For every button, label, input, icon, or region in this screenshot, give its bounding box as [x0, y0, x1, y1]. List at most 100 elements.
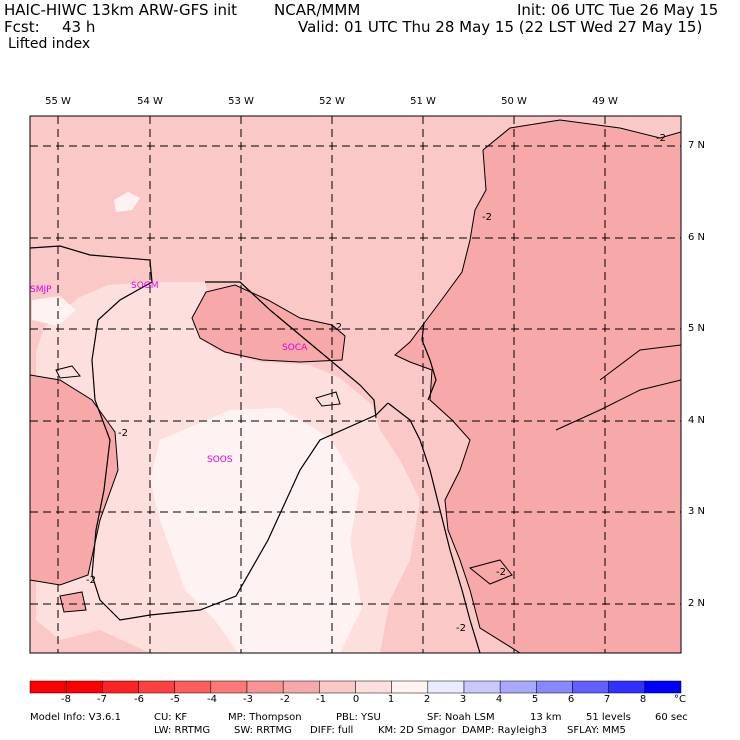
colorbar-box: [29, 680, 67, 694]
field-name: Lifted index: [8, 36, 91, 52]
colorbar-box: [138, 680, 175, 694]
colorbar-box: [536, 680, 573, 694]
footer-km: KM: 2D Smagor: [378, 725, 456, 736]
lon-label-52w: 52 W: [319, 96, 345, 107]
footer-sflay: SFLAY: MM5: [567, 725, 626, 736]
lon-label-51w: 51 W: [410, 96, 436, 107]
org-label: NCAR/MMM: [274, 1, 361, 19]
footer-pbl: PBL: YSU: [336, 712, 381, 723]
colorbar-box: [319, 680, 356, 694]
lat-label-5n: 5 N: [688, 323, 706, 334]
contour-label: -2: [656, 133, 666, 144]
colorbar-label: 5: [531, 694, 539, 705]
contour-north: [191, 284, 346, 363]
coast-amapa: [421, 321, 437, 401]
colorbar-box: [572, 680, 609, 694]
contour-label: -2: [496, 567, 506, 578]
colorbar-label: -4: [207, 694, 217, 705]
fcst-label: Fcst:: [4, 18, 40, 36]
colorbar-box: [102, 680, 139, 694]
border-french-guiana-coast: [205, 281, 377, 419]
lat-label-4n: 4 N: [688, 415, 706, 426]
colorbar-label: 0: [352, 694, 360, 705]
map-frame: [29, 115, 682, 654]
valid-time: Valid: 01 UTC Thu 28 May 15 (22 LST Wed …: [298, 18, 703, 36]
colorbar-label: -3: [243, 694, 253, 705]
footer-cu: CU: KF: [154, 712, 188, 723]
colorbar-label: 8: [639, 694, 647, 705]
colorbar-label: -2: [280, 694, 290, 705]
colorbar-label: 7: [603, 694, 611, 705]
lon-label-54w: 54 W: [137, 96, 163, 107]
colorbar-box: [246, 680, 284, 694]
contour-label: -2: [118, 428, 128, 439]
colorbar-label: 4: [495, 694, 503, 705]
lon-label-49w: 49 W: [592, 96, 618, 107]
contour-label: -2: [482, 212, 492, 223]
colorbar-box: [463, 680, 501, 694]
colorbar-label: 2: [423, 694, 431, 705]
contour-east-west-edge: [394, 149, 521, 653]
init-time: Init: 06 UTC Tue 26 May 15: [517, 1, 719, 19]
colorbar: [29, 680, 682, 694]
colorbar-label: -1: [316, 694, 326, 705]
lat-label-6n: 6 N: [688, 232, 706, 243]
lon-label-50w: 50 W: [501, 96, 527, 107]
contour-east: [482, 119, 681, 151]
colorbar-label: -5: [170, 694, 180, 705]
station-smjp: SMJP: [30, 285, 52, 295]
footer-sw: SW: RRTMG: [234, 725, 292, 736]
contour-w-small: [55, 365, 81, 379]
contour-se: [555, 379, 681, 431]
footer-levels: 51 levels: [586, 712, 631, 723]
lon-label-53w: 53 W: [228, 96, 254, 107]
footer-resolution: 13 km: [530, 712, 562, 723]
border-suriname-french-guiana: [91, 281, 389, 621]
contour-label: -2: [332, 322, 342, 333]
contour-center-small: [315, 391, 341, 407]
field-patch-small-1: [114, 192, 140, 212]
contour-label: -2: [456, 623, 466, 634]
colorbar-label: 6: [567, 694, 575, 705]
colorbar-label: -6: [134, 694, 144, 705]
colorbar-box: [210, 680, 248, 694]
colorbar-box: [391, 680, 429, 694]
footer-diff: DIFF: full: [310, 725, 354, 736]
model-title: HAIC-HIWC 13km ARW-GFS init: [4, 1, 238, 19]
field-patch-sw: [60, 592, 86, 612]
station-soca: SOCA: [282, 343, 308, 353]
colorbar-label: -7: [97, 694, 107, 705]
footer-timestep: 60 sec: [655, 712, 688, 723]
lat-label-2n: 2 N: [688, 598, 706, 609]
colorbar-box: [65, 680, 103, 694]
field-patch-small-2: [32, 296, 76, 326]
colorbar-box: [644, 680, 682, 694]
colorbar-box: [427, 680, 465, 694]
border-brazil: [387, 402, 481, 653]
footer-model-info: Model Info: V3.6.1: [30, 712, 121, 723]
field-patch-south: [470, 560, 512, 584]
contour-west: [30, 374, 119, 586]
fcst-value: 43 h: [62, 18, 96, 36]
colorbar-label: -8: [61, 694, 71, 705]
footer-mp: MP: Thompson: [228, 712, 302, 723]
contour-ne-ring: [599, 344, 681, 381]
colorbar-unit: °C: [674, 694, 686, 705]
colorbar-box: [355, 680, 392, 694]
lat-label-3n: 3 N: [688, 506, 706, 517]
contour-south: [468, 559, 513, 585]
lat-label-7n: 7 N: [688, 140, 706, 151]
footer-damp: DAMP: Rayleigh3: [462, 725, 548, 736]
footer-lw: LW: RRTMG: [154, 725, 211, 736]
footer-sf: SF: Noah LSM: [427, 712, 495, 723]
field-region-east: [395, 120, 681, 653]
colorbar-box: [282, 680, 320, 694]
station-sogm: SOGM: [131, 281, 159, 291]
contour-sw: [59, 591, 87, 613]
field-region-lightest: [150, 408, 362, 653]
colorbar-label: 1: [387, 694, 395, 705]
border-suriname-guyana: [30, 245, 153, 283]
colorbar-box: [608, 680, 646, 694]
station-soos: SOOS: [207, 455, 233, 465]
